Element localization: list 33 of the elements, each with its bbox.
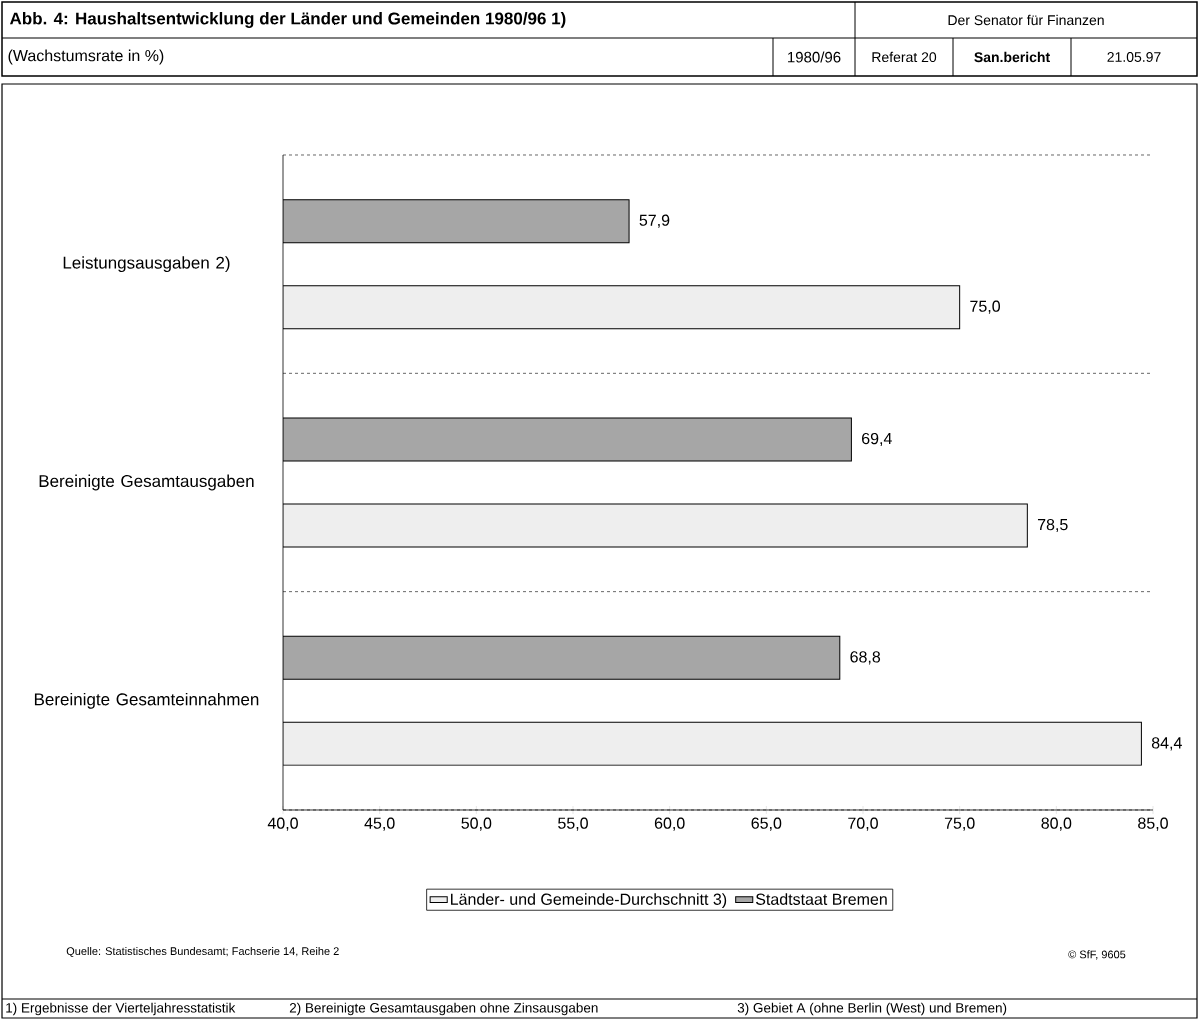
text: 1980/96 xyxy=(788,51,841,63)
legend-label: Stadtstaat Bremen xyxy=(755,893,887,905)
chart-title: Abb. 4: Haushaltsentwicklung der Länder und Gemeinden 1980/96 1) xyxy=(9,12,566,28)
data-label: 78,5 xyxy=(1037,518,1068,533)
x-tick-label: 40,0 xyxy=(267,817,298,831)
source-note: Quelle: Statistisches Bundesamt; Fachserie 14, Reihe 2 xyxy=(66,946,339,957)
y-tick-label: Bereinigte Gesamtausgaben xyxy=(39,474,254,491)
text: 21.05.97 xyxy=(1107,52,1161,62)
text: Referat 20 xyxy=(872,51,937,63)
text: (Wachstumsrate in %) xyxy=(8,49,164,65)
x-tick-label: 70,0 xyxy=(848,817,878,831)
text: Der Senator für Finanzen xyxy=(948,14,1104,26)
text: 2) Bereinigte Gesamtausgaben ohne Zinsausgaben xyxy=(289,1002,598,1016)
data-label: 75,0 xyxy=(970,300,1000,314)
data-label: 68,8 xyxy=(850,651,881,665)
x-tick-label: 60,0 xyxy=(654,817,685,831)
data-label: 57,9 xyxy=(639,214,670,228)
y-tick-label: Bereinigte Gesamteinnahmen xyxy=(34,692,259,709)
y-tick-label: Leistungsausgaben 2) xyxy=(63,256,230,273)
x-tick-label: 65,0 xyxy=(751,817,782,831)
data-label: 84,4 xyxy=(1151,737,1182,751)
text: 1) Ergebnisse der Vierteljahresstatistik xyxy=(6,1002,236,1016)
x-tick-label: 85,0 xyxy=(1138,817,1168,831)
x-tick-label: 50,0 xyxy=(461,817,492,831)
text: San.bericht xyxy=(974,51,1050,63)
x-tick-label: 75,0 xyxy=(944,817,975,831)
x-tick-label: 55,0 xyxy=(558,817,588,831)
x-tick-label: 45,0 xyxy=(364,817,395,831)
data-label: 69,4 xyxy=(862,432,892,447)
x-tick-label: 80,0 xyxy=(1041,817,1072,831)
text: © SfF, 9605 xyxy=(1068,950,1126,960)
legend-label: Länder- und Gemeinde-Durchschnitt 3) xyxy=(451,893,727,909)
text: 3) Gebiet A (ohne Berlin (West) und Bremen) xyxy=(737,1002,1007,1016)
